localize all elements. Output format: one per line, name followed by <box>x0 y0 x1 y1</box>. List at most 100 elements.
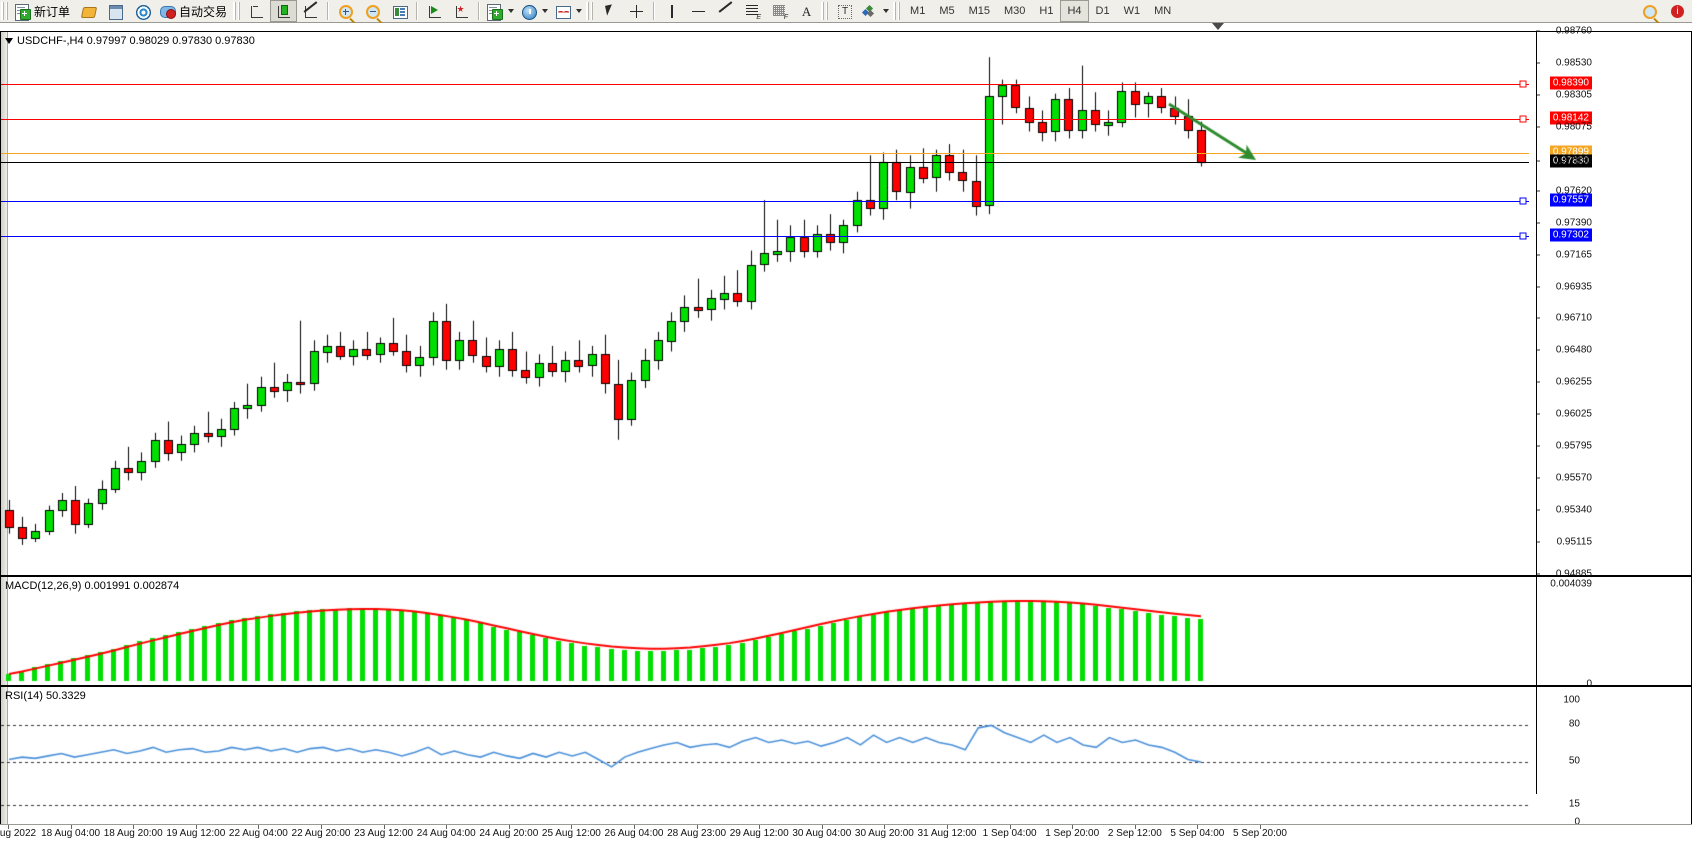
time-tick-label: 18 Aug 04:00 <box>41 828 101 839</box>
candlestick-icon <box>275 3 292 20</box>
text-a-icon: A <box>801 3 812 19</box>
time-tick-label: 19 Aug 12:00 <box>166 828 226 839</box>
toolbar-grip-5[interactable] <box>893 2 902 20</box>
toolbar-grip-2[interactable] <box>233 2 242 20</box>
macd-pane[interactable]: MACD(12,26,9) 0.001991 0.002874 <box>0 576 1692 686</box>
price-level-line-support-upper[interactable] <box>1 200 1529 202</box>
timeframe-label: H1 <box>1039 5 1054 17</box>
line-chart-icon <box>302 3 319 20</box>
rsi-pane[interactable]: RSI(14) 50.3329 <box>0 686 1692 838</box>
trendline-icon <box>717 3 734 20</box>
price-level-line-resistance-lower[interactable] <box>1 118 1529 120</box>
help-button[interactable]: i <box>1663 0 1690 22</box>
timeframe-d1[interactable]: D1 <box>1089 0 1117 22</box>
time-tick <box>947 825 948 829</box>
crosshair-button[interactable] <box>623 0 650 22</box>
autotrading-button[interactable]: 自动交易 <box>156 0 232 22</box>
fibonacci-icon: E <box>744 3 761 21</box>
time-tick <box>1072 825 1074 829</box>
chart-area[interactable]: USDCHF-,H4 0.97997 0.98029 0.97830 0.978… <box>0 23 1692 838</box>
time-tick <box>571 825 573 829</box>
text-button[interactable]: A <box>793 0 820 22</box>
main-toolbar: 新订单 自动交易 <box>0 0 1692 23</box>
time-tick <box>258 825 260 829</box>
price-level-handle-support-lower[interactable] <box>1519 232 1527 240</box>
line-chart-button[interactable] <box>297 0 324 22</box>
price-level-line-resistance-upper[interactable] <box>1 83 1529 85</box>
toolbar-grip-4[interactable] <box>821 2 830 20</box>
search-button[interactable] <box>1636 0 1663 22</box>
time-tick <box>383 825 385 829</box>
timeframe-h1[interactable]: H1 <box>1032 0 1060 22</box>
timeframe-mn[interactable]: MN <box>1147 0 1178 22</box>
horizontal-line-button[interactable] <box>685 0 712 22</box>
collapse-triangle-icon[interactable] <box>5 38 13 45</box>
time-tick-label: 28 Aug 23:00 <box>667 828 727 839</box>
periodicity-button[interactable] <box>517 0 551 22</box>
time-tick-label: 5 Sep 20:00 <box>1233 828 1287 839</box>
time-tick-label: 5 Sep 04:00 <box>1170 828 1225 839</box>
chart-window-button[interactable] <box>386 0 413 22</box>
time-tick-label: 2 Sep 12:00 <box>1107 828 1162 839</box>
indicator-icon <box>554 3 572 20</box>
objects-list-button[interactable] <box>858 0 892 22</box>
price-pane[interactable]: USDCHF-,H4 0.97997 0.98029 0.97830 0.978… <box>0 31 1692 576</box>
price-level-handle-resistance-upper[interactable] <box>1519 80 1527 88</box>
toolbar-separator-1 <box>327 2 330 20</box>
chevron-down-icon[interactable] <box>576 9 583 13</box>
timeframe-m1[interactable]: M1 <box>903 0 932 22</box>
toolbar-grip-3[interactable] <box>586 2 595 20</box>
symbol-quote-line: USDCHF-,H4 0.97997 0.98029 0.97830 0.978… <box>5 35 255 47</box>
vertical-line-button[interactable] <box>658 0 685 22</box>
trendline-button[interactable] <box>712 0 739 22</box>
chevron-down-icon[interactable] <box>883 9 890 13</box>
timeframe-label: M1 <box>910 5 926 17</box>
time-tick-label: 17 Aug 2022 <box>0 828 37 839</box>
timeframe-w1[interactable]: W1 <box>1117 0 1148 22</box>
price-level-handle-support-upper[interactable] <box>1519 197 1527 205</box>
time-tick-label: 22 Aug 20:00 <box>291 828 351 839</box>
bar-chart-button[interactable] <box>243 0 270 22</box>
timeframe-m5[interactable]: M5 <box>932 0 961 22</box>
timeframe-m15[interactable]: M15 <box>962 0 997 22</box>
new-order-button[interactable]: 新订单 <box>11 0 75 22</box>
timeframe-h4[interactable]: H4 <box>1060 0 1089 22</box>
timeframe-label: M30 <box>1004 5 1026 17</box>
timeframe-label: M5 <box>939 5 955 17</box>
time-tick <box>634 825 635 829</box>
market-watch-button[interactable] <box>102 0 129 22</box>
cursor-icon <box>601 3 618 20</box>
auto-scroll-button[interactable] <box>421 0 448 22</box>
timeframe-group: M1 M5 M15 M30 H1 H4 D1 W1 MN <box>903 0 1178 22</box>
zoom-in-button[interactable] <box>332 0 359 22</box>
price-level-line-last-price[interactable] <box>1 162 1529 164</box>
text-label-button[interactable]: T <box>831 0 858 22</box>
time-tick-label: 22 Aug 04:00 <box>228 828 288 839</box>
cursor-button[interactable] <box>596 0 623 22</box>
chevron-down-icon[interactable] <box>508 9 515 13</box>
channel-button[interactable]: F <box>766 0 793 22</box>
timeframe-m30[interactable]: M30 <box>997 0 1032 22</box>
toolbar-grip-1[interactable] <box>1 2 9 20</box>
objects-icon <box>861 3 878 20</box>
price-level-line-pivot-level[interactable] <box>1 152 1529 154</box>
zoom-out-button[interactable] <box>359 0 386 22</box>
new-chart-button[interactable] <box>483 0 517 22</box>
fibonacci-button[interactable]: E <box>739 0 766 22</box>
price-level-line-support-lower[interactable] <box>1 236 1529 238</box>
price-level-handle-resistance-lower[interactable] <box>1519 115 1527 123</box>
chart-shift-icon <box>453 3 470 20</box>
data-window-button[interactable] <box>129 0 156 22</box>
chevron-down-icon[interactable] <box>542 9 549 13</box>
time-tick <box>508 825 510 829</box>
candlestick-chart-button[interactable] <box>270 0 298 22</box>
chart-shift-button[interactable] <box>448 0 475 22</box>
new-chart-icon <box>486 3 504 21</box>
timeframe-label: MN <box>1154 5 1172 17</box>
timeframe-label: H4 <box>1067 5 1082 17</box>
indicators-button[interactable] <box>551 0 585 22</box>
expert-advisors-button[interactable] <box>75 0 102 22</box>
toolbar-right-group: i <box>1636 0 1692 22</box>
time-tick-label: 29 Aug 12:00 <box>729 828 789 839</box>
